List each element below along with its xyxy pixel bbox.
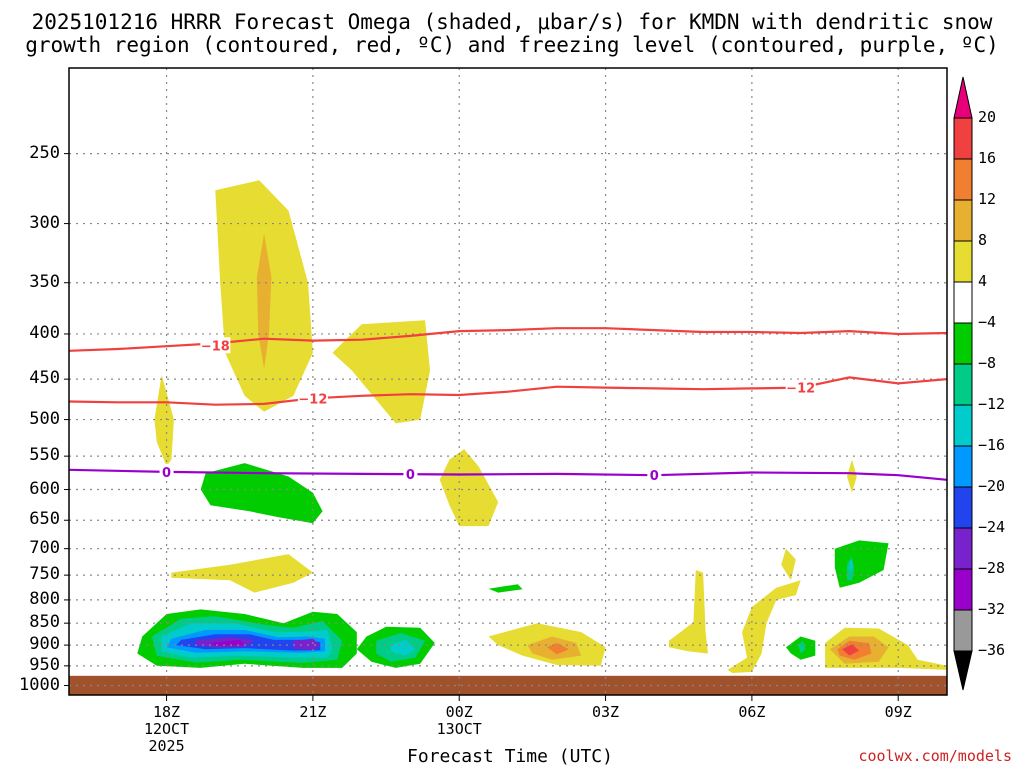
isotherm-label-bg-4 [403, 465, 418, 482]
colorbar-cell-12 [953, 609, 973, 652]
omega-low-lobe1-purple [210, 639, 245, 646]
isotherm-label-freezing-level: 0 [162, 466, 171, 481]
omega-yellow-06z-b [781, 548, 796, 581]
isotherm-label-bg-3 [159, 463, 174, 480]
omega-yellow-740 [171, 554, 313, 593]
y-tick-label-700: 700 [29, 537, 60, 558]
isotherm-freezing-level [68, 468, 948, 481]
colorbar-label-10: −24 [978, 518, 1006, 536]
x-tick-label-24z: 00Z 13OCT [436, 703, 482, 738]
colorbar-cell-8 [953, 445, 973, 488]
omega-mid-yellow [332, 320, 430, 424]
x-tick-label-27z: 03Z [592, 703, 620, 721]
isotherm-label-bg-5 [647, 467, 662, 484]
isotherm-label-freezing-level: 0 [650, 469, 659, 484]
y-tick-label-400: 400 [29, 322, 60, 343]
isotherm-label-bg-0 [200, 337, 231, 354]
colorbar-label-12: −32 [978, 600, 1006, 618]
omega-yellow-580 [847, 459, 857, 493]
omega-green-770 [488, 584, 523, 593]
colorbar-cell-1 [953, 158, 973, 201]
colorbar-cell-2 [953, 199, 973, 242]
colorbar-label-4: 4 [978, 272, 988, 290]
colorbar-label-11: −28 [978, 559, 1006, 577]
y-tick-label-750: 750 [29, 564, 60, 585]
source-credit: coolwx.com/models [858, 747, 1012, 765]
chart-title-line-1: 2025101216 HRRR Forecast Omega (shaded, … [31, 10, 993, 34]
colorbar-cell-7 [953, 404, 973, 447]
y-tick-label-450: 450 [29, 368, 60, 389]
colorbar-label-7: −12 [978, 395, 1006, 413]
y-tick-label-800: 800 [29, 588, 60, 609]
x-tick-label-18z: 18Z 12OCT 2025 [143, 703, 190, 755]
colorbar-label-0: 20 [978, 108, 997, 126]
y-tick-label-550: 550 [29, 445, 60, 466]
y-tick-label-250: 250 [29, 142, 60, 163]
omega-upper-gold [256, 233, 272, 369]
y-tick-label-600: 600 [29, 478, 60, 499]
isotherm-label-freezing-level: 0 [406, 468, 415, 483]
omega-green-650 [200, 463, 323, 524]
omega-yellow-06z [727, 580, 801, 673]
omega-orange-905 [547, 643, 569, 655]
colorbar-label-8: −16 [978, 436, 1006, 454]
omega-cyan-700 [849, 559, 854, 570]
y-tick-label-300: 300 [29, 212, 60, 233]
y-tick-label-650: 650 [29, 509, 60, 530]
colorbar-label-5: −4 [978, 313, 997, 331]
colorbar-label-3: 8 [978, 231, 988, 249]
colorbar-label-9: −20 [978, 477, 1006, 495]
x-tick-label-30z: 06Z [738, 703, 766, 721]
omega-yellow-vertical [669, 570, 708, 654]
y-tick-label-900: 900 [29, 634, 60, 655]
colorbar-cell-11 [953, 568, 973, 611]
colorbar-cell-0 [953, 117, 973, 160]
colorbar-cell-3 [953, 240, 973, 283]
omega-low-lobe2-cyan [390, 639, 416, 656]
colorbar-cell-6 [953, 363, 973, 406]
isotherm-label-bg-1 [297, 390, 328, 407]
colorbar-label-6: −8 [978, 354, 997, 372]
colorbar-cell-9 [953, 486, 973, 529]
omega-small-yellow [154, 374, 174, 467]
colorbar-label-1: 16 [978, 149, 997, 167]
omega-low-lobe1-violet2 [293, 638, 321, 651]
isotherm-label-dgz-bottom: −12 [298, 392, 327, 407]
x-tick-label-21z: 21Z [299, 703, 327, 721]
colorbar-cell-5 [953, 322, 973, 365]
colorbar-bottom-triangle [953, 650, 973, 691]
colorbar-label-2: 12 [978, 190, 997, 208]
omega-red-09z [842, 644, 860, 656]
omega-teal-07z [798, 640, 806, 654]
y-tick-label-850: 850 [29, 612, 60, 633]
x-tick-label-33z: 09Z [884, 703, 912, 721]
y-tick-label-350: 350 [29, 271, 60, 292]
ground-terrain [69, 675, 947, 695]
colorbar-top-triangle [953, 76, 973, 119]
plot-frame [68, 67, 948, 696]
isotherm-label-dgz-top: −18 [201, 339, 230, 354]
omega-yellow-590 [439, 449, 499, 527]
colorbar-cell-4 [953, 281, 973, 324]
y-tick-label-1000: 1000 [19, 674, 60, 695]
isotherm-label-bg-2 [785, 379, 816, 396]
x-axis-title: Forecast Time (UTC) [407, 746, 613, 767]
y-tick-label-500: 500 [29, 408, 60, 429]
colorbar-label-13: −36 [978, 641, 1006, 659]
colorbar-cell-10 [953, 527, 973, 570]
isotherm-label-dgz-bottom: −12 [786, 382, 815, 397]
omega-green-700 [834, 540, 889, 588]
y-tick-label-950: 950 [29, 654, 60, 675]
chart-title-line-2: growth region (contoured, red, ºC) and f… [25, 33, 999, 57]
